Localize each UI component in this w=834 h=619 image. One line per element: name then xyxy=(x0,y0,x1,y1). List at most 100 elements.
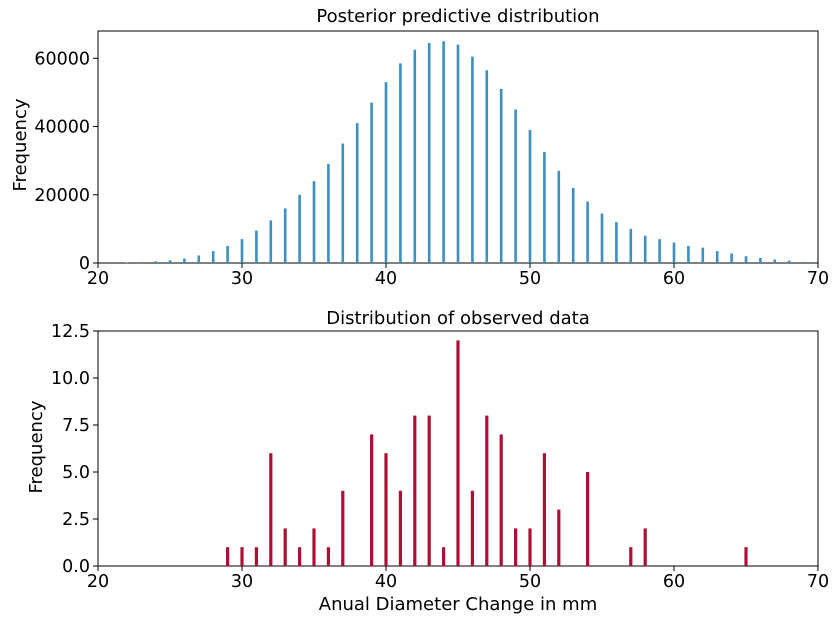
chart-bottom-bar xyxy=(456,340,460,566)
chart-bottom-bar xyxy=(254,547,258,566)
chart-bottom-x-tick-label: 60 xyxy=(663,572,685,592)
chart-bottom-y-tick-label: 7.5 xyxy=(62,416,90,436)
chart-top-bar xyxy=(442,41,445,263)
chart-top-bar xyxy=(341,143,345,263)
chart-top-bar xyxy=(744,256,748,263)
chart-bottom-x-tick-label: 50 xyxy=(519,572,541,592)
chart-top-bar xyxy=(643,235,647,263)
chart-top-bar xyxy=(543,152,546,263)
chart-top-bar xyxy=(298,194,301,263)
chart-bottom-x-tick-label: 30 xyxy=(231,572,253,592)
chart-bottom-x-tick-label: 40 xyxy=(375,572,397,592)
chart-top-bar xyxy=(283,208,287,263)
chart-top-bar xyxy=(557,170,561,263)
chart-bottom-y-ticks: 0.0 2.5 5.0 7.5 10.0 12.5 xyxy=(51,322,98,577)
chart-bottom-bar xyxy=(298,547,302,566)
chart-top-bar xyxy=(802,261,805,263)
chart-bottom-bar xyxy=(226,547,230,566)
chart-top-bar xyxy=(571,187,575,263)
chart-bottom-bar xyxy=(413,415,417,566)
chart-top-bar xyxy=(327,164,330,263)
chart-bottom-bar xyxy=(744,547,748,566)
chart-top-bar xyxy=(787,260,791,263)
chart-bottom-x-tick-label: 70 xyxy=(807,572,829,592)
chart-top-bar xyxy=(528,129,532,263)
chart-bottom-xlabel: Anual Diameter Change in mm xyxy=(319,594,597,615)
chart-top-bar xyxy=(413,49,417,264)
chart-bottom-bars xyxy=(226,340,748,566)
chart-bottom: Distribution of observed data Frequency … xyxy=(26,308,829,615)
chart-bottom-y-tick-label: 2.5 xyxy=(62,510,90,530)
chart-top-bar xyxy=(485,70,489,264)
chart-bottom-bar xyxy=(384,453,388,566)
chart-top-bar xyxy=(197,255,201,263)
chart-top-bar xyxy=(370,102,373,264)
chart-top-bar xyxy=(759,257,762,263)
chart-bottom-bar xyxy=(542,453,546,566)
chart-bottom-y-tick-label: 10.0 xyxy=(51,369,90,389)
chart-top-bar xyxy=(226,245,229,263)
chart-top-ylabel: Frequency xyxy=(10,98,31,191)
chart-bottom-bar xyxy=(312,528,316,566)
chart-top-bar xyxy=(456,44,460,264)
chart-top-y-ticks: 0 20000 40000 60000 xyxy=(34,49,98,274)
chart-top-bar xyxy=(399,63,402,263)
chart-top-bar xyxy=(312,181,316,263)
chart-top-x-tick-label: 40 xyxy=(375,269,397,289)
chart-top-bar xyxy=(730,253,733,263)
chart-bottom-bar xyxy=(341,490,345,566)
chart-top-bar xyxy=(384,82,388,264)
chart-bottom-bar xyxy=(499,434,503,566)
chart-top-x-tick-label: 20 xyxy=(87,269,109,289)
chart-top-bar xyxy=(773,259,777,263)
chart-bottom-bar xyxy=(470,490,474,566)
chart-top-title: Posterior predictive distribution xyxy=(316,6,599,27)
chart-bottom-bar xyxy=(427,415,431,566)
chart-bottom-bar xyxy=(514,528,518,566)
chart-top-bar xyxy=(154,261,157,263)
chart-bottom-x-ticks: 20 30 40 50 60 70 xyxy=(87,566,829,592)
chart-top-bar xyxy=(672,242,676,263)
chart-top-bar xyxy=(715,251,719,263)
chart-top-bar xyxy=(139,262,143,263)
chart-top-y-tick-label: 40000 xyxy=(34,118,90,138)
chart-top-bar xyxy=(240,239,244,263)
chart-top-bar xyxy=(255,230,258,263)
chart-bottom-bar xyxy=(269,453,273,566)
chart-top-x-tick-label: 60 xyxy=(663,269,685,289)
chart-bottom-bar xyxy=(398,490,402,566)
chart-bottom-y-tick-label: 0.0 xyxy=(62,557,90,577)
chart-top-y-tick-label: 0 xyxy=(79,254,90,274)
chart-top-x-tick-label: 70 xyxy=(807,269,829,289)
chart-top-y-tick-label: 20000 xyxy=(34,186,90,206)
chart-top-x-ticks: 20 30 40 50 60 70 xyxy=(87,263,829,289)
chart-bottom-bar xyxy=(370,434,374,566)
chart-bottom-bar xyxy=(485,415,489,566)
chart-bottom-bar xyxy=(442,547,446,566)
chart-top-bar xyxy=(471,56,474,264)
chart-bottom-bar xyxy=(586,472,590,566)
chart-bottom-y-tick-label: 12.5 xyxy=(51,322,90,342)
chart-bottom-bar xyxy=(283,528,287,566)
chart-bottom-x-tick-label: 20 xyxy=(87,572,109,592)
chart-top-x-tick-label: 50 xyxy=(519,269,541,289)
chart-top-bar xyxy=(600,213,604,263)
chart-top-bar xyxy=(211,251,215,263)
chart-top-bar xyxy=(687,245,690,263)
chart-bottom-bar xyxy=(528,528,532,566)
chart-top-x-tick-label: 30 xyxy=(231,269,253,289)
chart-top-bar xyxy=(615,222,618,263)
chart-top-bar xyxy=(629,228,633,263)
chart-bottom-y-tick-label: 5.0 xyxy=(62,463,90,483)
chart-bottom-bar xyxy=(240,547,244,566)
chart-bottom-bar xyxy=(326,547,330,566)
chart-bottom-bar xyxy=(643,528,647,566)
chart-top-bar xyxy=(658,239,661,263)
chart-top-bars xyxy=(125,41,805,264)
chart-top-y-tick-label: 60000 xyxy=(34,49,90,69)
chart-top-bar xyxy=(168,260,172,263)
chart-top-bar xyxy=(499,89,503,263)
chart-bottom-bar xyxy=(557,509,561,566)
chart-top-bar xyxy=(355,123,359,264)
